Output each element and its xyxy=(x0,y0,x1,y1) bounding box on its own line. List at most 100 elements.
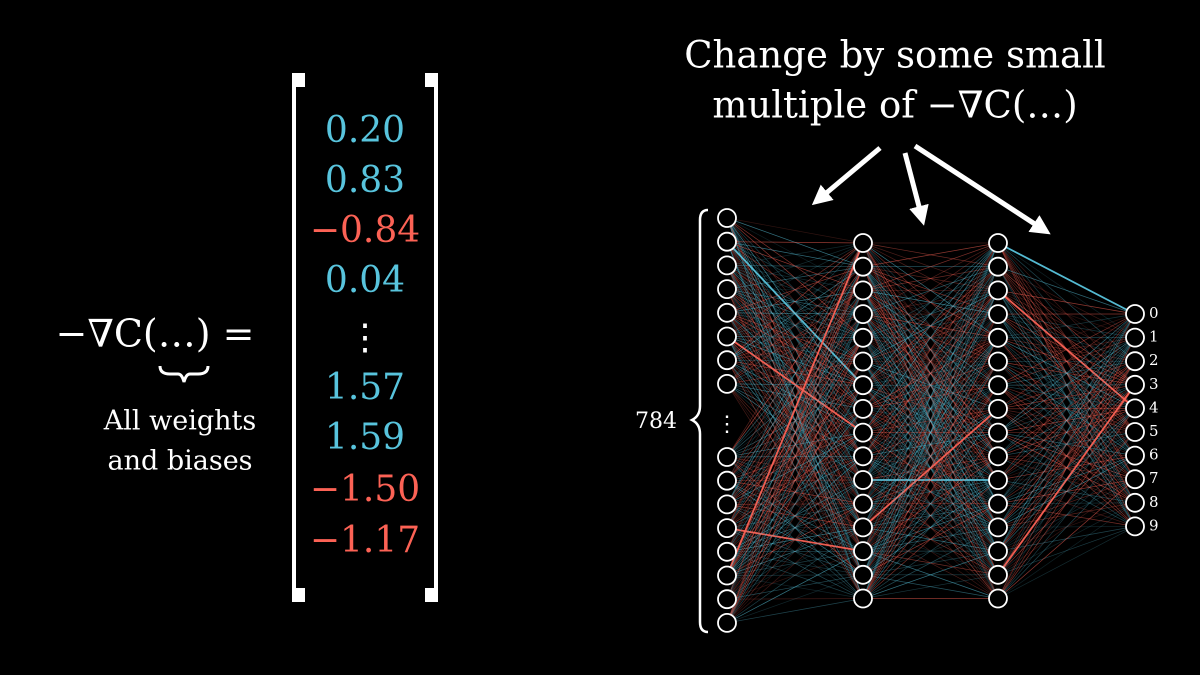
brace-label: All weights xyxy=(103,406,256,437)
edge xyxy=(726,242,864,624)
neuron xyxy=(1125,445,1145,466)
edge xyxy=(726,527,864,576)
edge xyxy=(862,290,999,599)
edge xyxy=(862,290,999,481)
edge xyxy=(862,385,999,599)
neuron xyxy=(988,398,1008,419)
neuron xyxy=(988,351,1008,372)
edge xyxy=(726,335,864,434)
neuron xyxy=(717,470,737,491)
neuron xyxy=(1125,374,1145,395)
edge xyxy=(726,432,864,600)
neuron xyxy=(853,541,873,561)
neuron xyxy=(988,233,1008,253)
edge xyxy=(997,313,1136,504)
edge xyxy=(862,432,999,457)
edge xyxy=(862,242,999,552)
edge xyxy=(862,266,999,528)
neuron xyxy=(853,233,873,253)
network-edges xyxy=(726,217,1136,624)
edge xyxy=(726,313,864,624)
bracket-cap xyxy=(292,588,305,602)
edge xyxy=(862,242,999,528)
vector-entry: −1.50 xyxy=(310,469,420,510)
edge xyxy=(726,242,864,552)
edge xyxy=(862,337,999,599)
edge xyxy=(997,337,1136,552)
edge xyxy=(862,432,999,576)
edge xyxy=(726,503,864,505)
vector-entry: 1.57 xyxy=(325,367,405,408)
neuron xyxy=(988,256,1008,277)
edge xyxy=(726,217,864,244)
edge xyxy=(862,290,999,528)
edge xyxy=(862,503,999,576)
edge xyxy=(862,242,999,291)
edge xyxy=(862,550,999,599)
edge xyxy=(862,313,999,504)
edge xyxy=(726,265,864,268)
edge xyxy=(862,337,999,504)
edge xyxy=(862,527,999,599)
edge xyxy=(997,313,1136,528)
edge xyxy=(726,242,864,576)
neuron xyxy=(1125,422,1145,442)
edge xyxy=(862,242,999,410)
edge xyxy=(862,479,999,505)
output-label: 4 xyxy=(1149,398,1159,416)
edge xyxy=(726,242,864,266)
edge xyxy=(726,432,864,576)
edge xyxy=(997,266,1136,386)
edge xyxy=(862,337,999,575)
brace-label: and biases xyxy=(107,446,252,477)
edge xyxy=(862,266,999,481)
edge xyxy=(862,503,999,599)
edge xyxy=(726,361,864,624)
neuron xyxy=(853,446,873,467)
edge xyxy=(726,359,864,386)
edge xyxy=(862,242,999,291)
arrow xyxy=(902,152,929,226)
output-label: 8 xyxy=(1149,493,1159,511)
edge xyxy=(862,455,999,528)
neuron xyxy=(988,422,1008,443)
edge xyxy=(862,432,999,599)
edge xyxy=(997,360,1136,457)
neuron xyxy=(1125,516,1145,537)
edge xyxy=(862,266,999,291)
output-label: 6 xyxy=(1149,446,1159,464)
edge xyxy=(726,503,864,624)
ellipsis: ⋮ xyxy=(716,412,738,437)
edge xyxy=(726,242,864,481)
neuron xyxy=(1125,492,1145,513)
edge xyxy=(862,313,999,599)
neuron xyxy=(853,375,873,396)
edge xyxy=(726,242,864,337)
arrow xyxy=(913,143,1051,235)
edge xyxy=(726,265,864,386)
caption: Change by some small xyxy=(684,34,1106,77)
underbrace xyxy=(158,365,210,383)
edge xyxy=(726,550,864,576)
edge xyxy=(862,432,999,552)
edge xyxy=(726,503,864,600)
neuron xyxy=(717,255,737,276)
edge xyxy=(997,360,1136,552)
edge xyxy=(726,383,864,528)
edge xyxy=(726,361,864,576)
edge xyxy=(862,479,999,552)
neuron xyxy=(853,256,873,277)
edge xyxy=(997,337,1136,386)
neuron xyxy=(717,208,737,228)
edge xyxy=(862,266,999,291)
neuron xyxy=(717,231,737,252)
edge xyxy=(726,265,864,291)
neuron xyxy=(988,517,1008,538)
neuron xyxy=(717,541,737,562)
network-nodes: 0 1 2 3 4 5 6 7 8 9 xyxy=(717,208,1159,633)
edge xyxy=(862,337,999,362)
edge xyxy=(862,408,999,576)
edge xyxy=(726,408,864,600)
edge xyxy=(997,337,1136,386)
neuron xyxy=(988,493,1008,514)
